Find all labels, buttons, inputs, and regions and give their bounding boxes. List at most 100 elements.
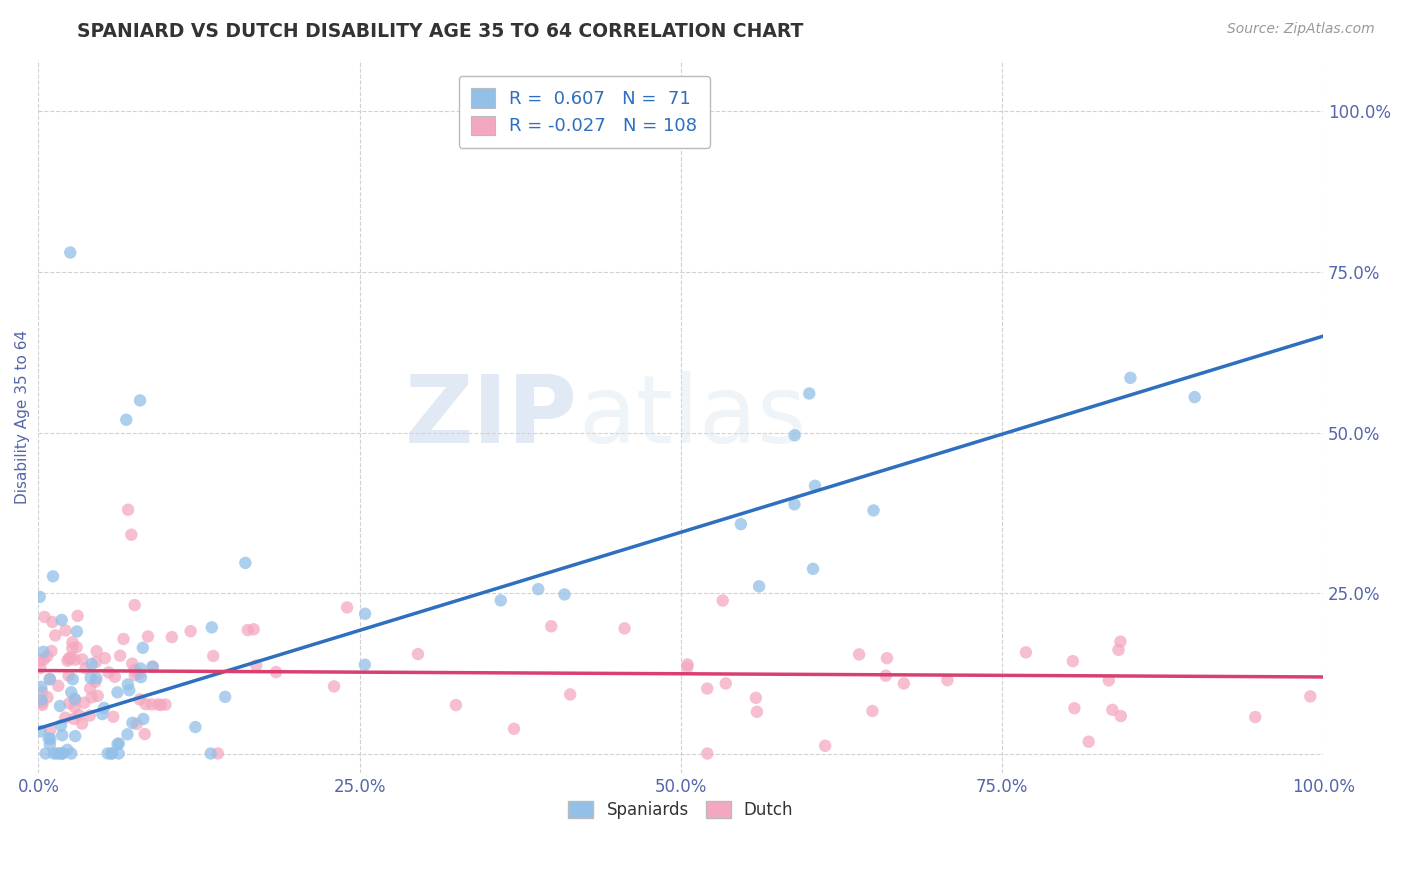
- Point: [129, 670, 152, 684]
- Point: [75, 661, 97, 675]
- Point: [86, 671, 108, 685]
- Point: [141, 659, 163, 673]
- Point: [148, 698, 170, 712]
- Point: [58, 668, 80, 682]
- Point: [893, 676, 915, 690]
- Point: [112, 632, 135, 646]
- Point: [34, 747, 56, 761]
- Point: [87, 689, 110, 703]
- Point: [1184, 390, 1206, 404]
- Point: [66, 608, 89, 623]
- Point: [1119, 371, 1142, 385]
- Point: [39, 731, 62, 746]
- Point: [108, 648, 131, 663]
- Point: [1299, 690, 1322, 704]
- Point: [97, 747, 120, 761]
- Point: [1109, 634, 1132, 648]
- Point: [1108, 643, 1130, 657]
- Point: [128, 666, 150, 681]
- Point: [1077, 734, 1099, 748]
- Point: [30, 661, 52, 675]
- Point: [134, 727, 156, 741]
- Point: [613, 621, 636, 635]
- Point: [97, 665, 120, 680]
- Point: [135, 697, 157, 711]
- Point: [38, 731, 60, 746]
- Point: [676, 660, 699, 674]
- Point: [51, 613, 73, 627]
- Point: [128, 692, 150, 706]
- Point: [696, 747, 718, 761]
- Point: [202, 648, 225, 663]
- Point: [132, 712, 155, 726]
- Point: [46, 747, 69, 761]
- Point: [184, 720, 207, 734]
- Point: [336, 600, 359, 615]
- Point: [503, 722, 526, 736]
- Point: [62, 712, 84, 726]
- Point: [31, 685, 53, 699]
- Point: [121, 715, 143, 730]
- Point: [141, 698, 163, 712]
- Point: [60, 747, 83, 761]
- Point: [56, 743, 79, 757]
- Point: [73, 696, 96, 710]
- Point: [107, 685, 129, 699]
- Point: [117, 677, 139, 691]
- Point: [31, 698, 53, 712]
- Point: [39, 673, 62, 687]
- Point: [489, 593, 512, 607]
- Point: [63, 729, 86, 743]
- Point: [745, 705, 768, 719]
- Point: [323, 680, 346, 694]
- Point: [49, 698, 72, 713]
- Point: [107, 737, 129, 751]
- Point: [48, 747, 70, 761]
- Point: [55, 624, 77, 638]
- Point: [783, 428, 806, 442]
- Point: [748, 579, 770, 593]
- Point: [93, 701, 115, 715]
- Point: [120, 527, 142, 541]
- Point: [730, 517, 752, 532]
- Point: [53, 711, 76, 725]
- Point: [66, 624, 89, 639]
- Point: [70, 716, 93, 731]
- Point: [745, 690, 768, 705]
- Point: [72, 652, 94, 666]
- Point: [79, 671, 101, 685]
- Point: [862, 704, 884, 718]
- Point: [37, 690, 59, 705]
- Point: [814, 739, 837, 753]
- Point: [1063, 701, 1085, 715]
- Point: [527, 582, 550, 596]
- Y-axis label: Disability Age 35 to 64: Disability Age 35 to 64: [15, 329, 30, 504]
- Point: [444, 698, 467, 712]
- Point: [46, 679, 69, 693]
- Point: [37, 649, 59, 664]
- Point: [560, 688, 582, 702]
- Point: [117, 727, 139, 741]
- Point: [129, 661, 152, 675]
- Point: [51, 747, 73, 761]
- Point: [30, 724, 52, 739]
- Point: [32, 645, 55, 659]
- Point: [1062, 654, 1084, 668]
- Point: [696, 681, 718, 696]
- Point: [44, 628, 66, 642]
- Point: [201, 620, 224, 634]
- Point: [214, 690, 236, 704]
- Point: [117, 502, 139, 516]
- Point: [1098, 673, 1121, 688]
- Point: [39, 723, 62, 738]
- Text: atlas: atlas: [578, 370, 806, 463]
- Point: [41, 644, 63, 658]
- Point: [108, 736, 131, 750]
- Point: [79, 708, 101, 723]
- Point: [103, 710, 125, 724]
- Point: [30, 654, 52, 668]
- Point: [30, 680, 52, 694]
- Point: [51, 747, 73, 761]
- Point: [51, 728, 73, 742]
- Point: [63, 700, 86, 714]
